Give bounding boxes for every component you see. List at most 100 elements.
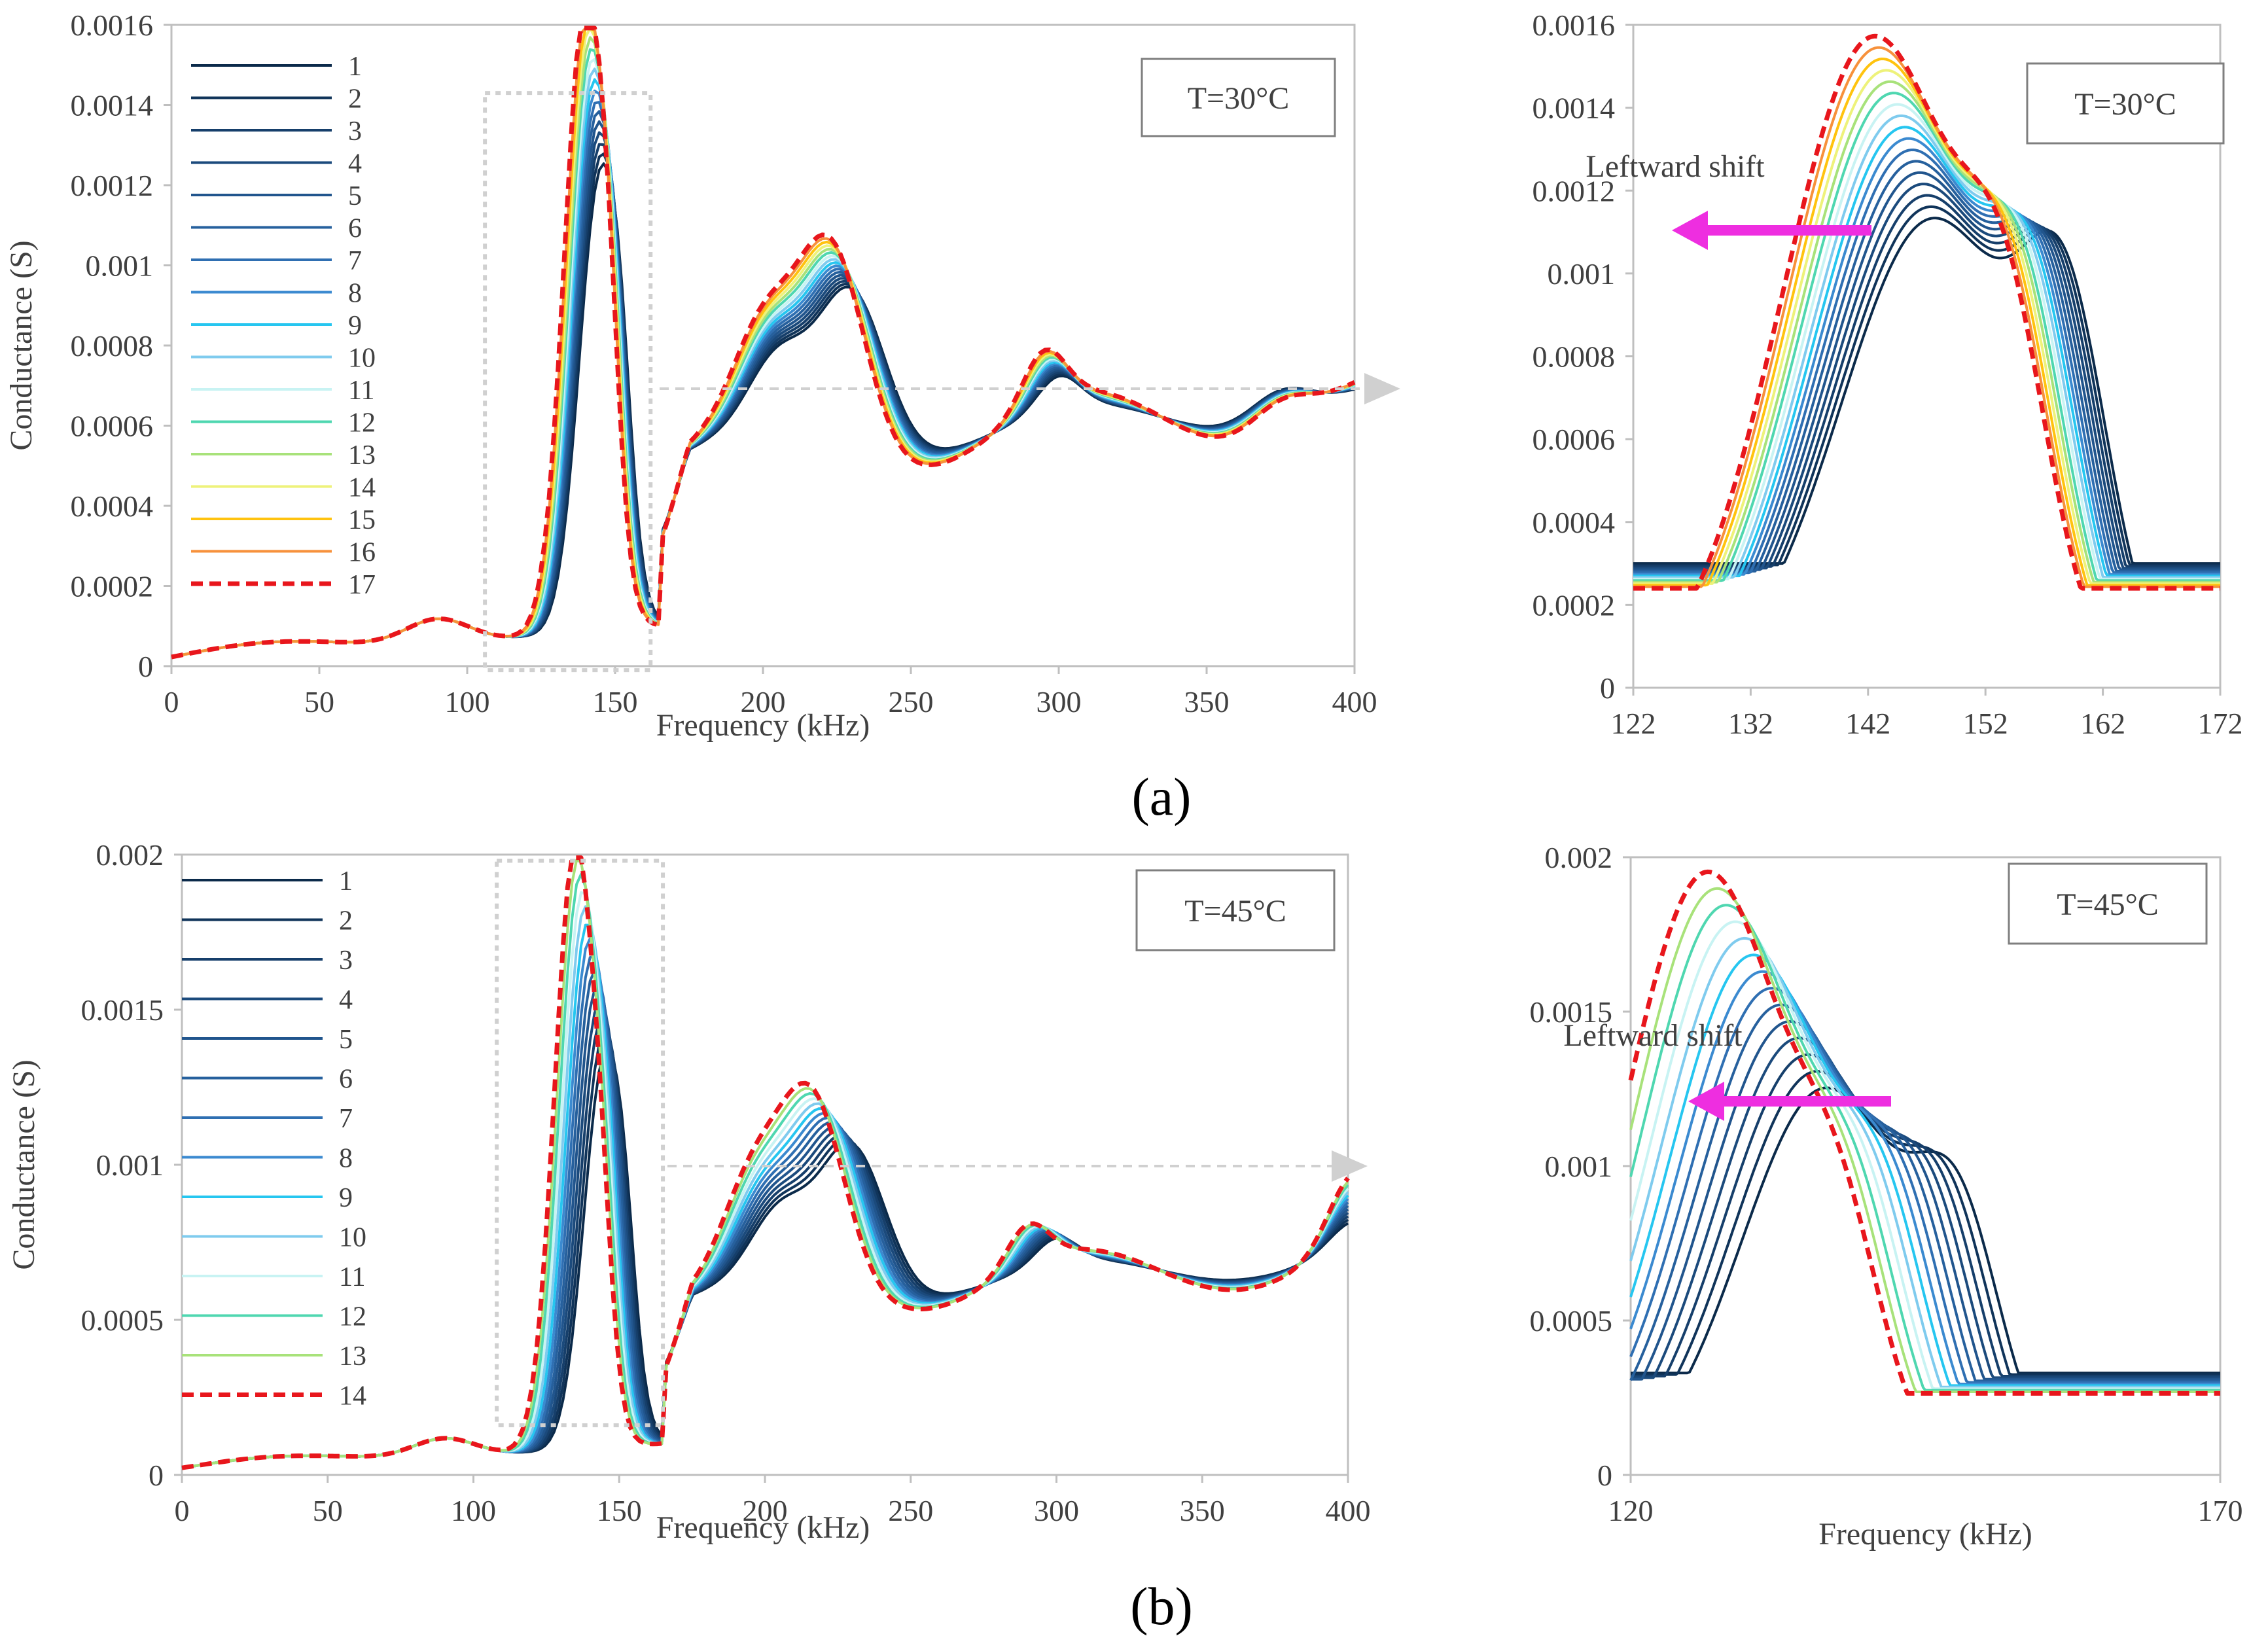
- x-tick-label: 250: [889, 685, 934, 718]
- x-tick-label: 400: [1326, 1494, 1371, 1527]
- legend-label-13: 13: [348, 440, 376, 470]
- series-line-4: [1631, 1037, 2220, 1379]
- connector-arrowhead-b: [1332, 1150, 1368, 1182]
- y-axis-label: Conductance (S): [7, 1059, 41, 1269]
- temperature-label: T=30°C: [1188, 81, 1290, 116]
- series-line-14: [1633, 69, 2220, 585]
- x-tick-label: 100: [445, 685, 490, 718]
- series-line-12: [1633, 92, 2220, 582]
- y-tick-label: 0.0008: [71, 329, 154, 363]
- y-tick-label: 0.0002: [71, 570, 154, 603]
- legend-label-6: 6: [348, 214, 362, 244]
- y-tick-label: 0.002: [96, 838, 164, 872]
- y-tick-label: 0.0012: [71, 169, 154, 202]
- x-tick-label: 250: [888, 1494, 933, 1527]
- series-line-14: [1628, 869, 2220, 1396]
- series-line-10: [1629, 936, 2220, 1389]
- legend-label-2: 2: [339, 906, 353, 936]
- legend-label-4: 4: [348, 149, 362, 179]
- series-line-1: [1633, 217, 2220, 565]
- legend-label-15: 15: [348, 505, 376, 535]
- y-tick-label: 0.002: [1545, 841, 1613, 874]
- y-tick-label: 0: [1600, 671, 1615, 705]
- series-line-10: [1633, 114, 2220, 579]
- x-tick-label: 50: [313, 1494, 343, 1527]
- x-tick-label: 132: [1728, 707, 1773, 740]
- legend-label-10: 10: [339, 1223, 366, 1253]
- legend-label-2: 2: [348, 84, 362, 115]
- legend-label-11: 11: [348, 376, 374, 406]
- x-tick-label: 150: [593, 685, 638, 718]
- leftward-shift-arrow-head: [1672, 211, 1708, 250]
- x-tick-label: 122: [1611, 707, 1656, 740]
- legend-label-7: 7: [339, 1104, 353, 1134]
- legend-label-1: 1: [339, 866, 353, 896]
- legend-label-8: 8: [348, 279, 362, 309]
- x-tick-label: 300: [1034, 1494, 1079, 1527]
- temperature-label: T=30°C: [2074, 87, 2176, 122]
- chart-b-full-spectrum: 0 50 100 150 200 250 300 350 400 0 0.0005 0.001 0.00…: [7, 838, 1371, 1545]
- y-tick-label: 0.001: [1545, 1150, 1613, 1183]
- y-tick-label: 0.0012: [1533, 174, 1616, 207]
- connector-arrowhead-a: [1364, 373, 1400, 404]
- legend-label-5: 5: [348, 181, 362, 211]
- legend-label-1: 1: [348, 52, 362, 82]
- x-tick-label: 152: [1963, 707, 2008, 740]
- series-line-3: [1631, 1053, 2220, 1377]
- y-axis-label: Conductance (S): [4, 240, 39, 450]
- y-tick-label: 0.0006: [71, 410, 154, 443]
- legend-label-9: 9: [348, 311, 362, 341]
- x-tick-label: 120: [1608, 1494, 1654, 1527]
- x-tick-label: 172: [2198, 707, 2243, 740]
- series-line-17: [171, 26, 1356, 660]
- series-line-3: [1633, 194, 2220, 568]
- series-line-8: [1629, 970, 2220, 1385]
- chart-a-full-spectrum: 0 50 100 150 200 250 300 350 400 0 0.0002 0.0004 0.0…: [4, 9, 1377, 743]
- legend-label-3: 3: [339, 946, 353, 976]
- y-tick-label: 0.0016: [71, 9, 154, 42]
- legend-label-4: 4: [339, 985, 353, 1016]
- zoom-region-box: [483, 91, 653, 673]
- x-tick-label: 0: [164, 685, 179, 718]
- series-line-8: [1633, 137, 2220, 576]
- series-line-17: [1633, 33, 2221, 591]
- y-tick-label: 0.0006: [1533, 423, 1616, 456]
- series-line-6: [1633, 160, 2220, 573]
- legend-label-6: 6: [339, 1065, 353, 1095]
- y-tick-label: 0: [1597, 1459, 1612, 1492]
- x-tick-label: 0: [175, 1494, 190, 1527]
- x-tick-label: 170: [2198, 1494, 2243, 1527]
- y-tick-label: 0: [138, 650, 153, 683]
- x-tick-label: 400: [1332, 685, 1377, 718]
- x-tick-label: 300: [1037, 685, 1082, 718]
- legend-label-14: 14: [348, 473, 376, 503]
- y-tick-label: 0.0016: [1533, 9, 1616, 42]
- y-tick-label: 0.0005: [1530, 1304, 1613, 1338]
- annotation-text: Leftward shift: [1563, 1018, 1743, 1053]
- series-line-14: [181, 855, 1350, 1470]
- y-tick-label: 0.0004: [71, 489, 154, 523]
- y-tick-label: 0.0015: [1530, 995, 1613, 1029]
- legend-label-7: 7: [348, 246, 362, 276]
- legend-label-13: 13: [339, 1341, 366, 1372]
- series-line-5: [1633, 171, 2220, 571]
- legend-label-8: 8: [339, 1144, 353, 1174]
- y-tick-label: 0.0008: [1533, 340, 1616, 374]
- legend-label-14: 14: [339, 1381, 366, 1411]
- temperature-box: [1135, 869, 1336, 951]
- y-tick-label: 0.0002: [1533, 588, 1616, 622]
- x-axis-label: Frequency (kHz): [656, 708, 870, 743]
- y-tick-label: 0.001: [1548, 257, 1616, 291]
- y-tick-label: 0.0005: [81, 1303, 164, 1337]
- x-tick-label: 200: [741, 685, 786, 718]
- annotation-text: Leftward shift: [1586, 149, 1765, 184]
- series-line-1: [1631, 1086, 2220, 1375]
- temperature-label: T=45°C: [2057, 887, 2159, 922]
- panel-label-a: (a): [1131, 767, 1191, 826]
- chart-a-zoom: 122 132 142 152 162 172 0 0.0002 0.0004 0.0006 0.0…: [1533, 9, 2243, 740]
- x-tick-label: 350: [1180, 1494, 1225, 1527]
- x-axis-label: Frequency (kHz): [656, 1510, 870, 1545]
- temperature-label: T=45°C: [1184, 894, 1286, 929]
- x-tick-label: 350: [1184, 685, 1230, 718]
- x-tick-label: 142: [1845, 707, 1890, 740]
